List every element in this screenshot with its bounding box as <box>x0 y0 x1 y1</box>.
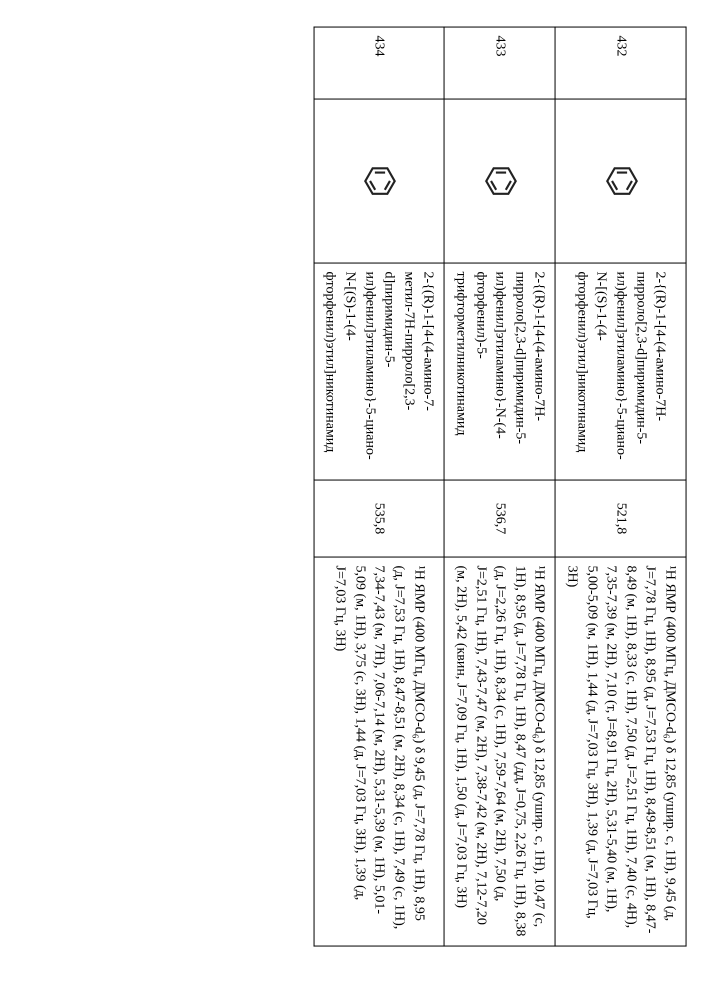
mass-value: 536,7 <box>445 480 556 557</box>
structure-cell: ⌬ <box>314 99 445 263</box>
compound-id: 433 <box>445 27 556 99</box>
compound-id: 434 <box>314 27 445 99</box>
nmr-data: ¹H ЯМР (400 МГц, ДМСО-d₆) δ 9,45 (д, J=7… <box>314 557 445 946</box>
compound-name: 2-{(R)-1-[4-(4-амино-7H-пирроло[2,3-d]пи… <box>445 263 556 480</box>
compound-name: 2-{(R)-1-[4-(4-амино-7H-пирроло[2,3-d]пи… <box>555 263 686 480</box>
compound-id: 432 <box>555 27 686 99</box>
table-row: 434 ⌬ 2-{(R)-1-[4-(4-амино-7-метил-7H-пирр… <box>314 27 445 946</box>
structure-glyph: ⌬ <box>604 164 638 197</box>
nmr-data: ¹H ЯМР (400 МГц, ДМСО-d₆) δ 12,85 (ушир.… <box>445 557 556 946</box>
structure-glyph: ⌬ <box>484 164 518 197</box>
structure-cell: ⌬ <box>555 99 686 263</box>
table-row: 432 ⌬ 2-{(R)-1-[4-(4-амино-7H-пирроло[2,3-… <box>555 27 686 946</box>
structure-cell: ⌬ <box>445 99 556 263</box>
mass-value: 535,8 <box>314 480 445 557</box>
nmr-data: ¹H ЯМР (400 МГц, ДМСО-d₆) δ 12,85 (ушир.… <box>555 557 686 946</box>
compound-table: 432 ⌬ 2-{(R)-1-[4-(4-амино-7H-пирроло[2,3-… <box>313 27 686 947</box>
structure-glyph: ⌬ <box>363 164 397 197</box>
compound-name: 2-{(R)-1-[4-(4-амино-7-метил-7H-пирроло[… <box>314 263 445 480</box>
mass-value: 521,8 <box>555 480 686 557</box>
table-row: 433 ⌬ 2-{(R)-1-[4-(4-амино-7H-пирроло[2,3-… <box>445 27 556 946</box>
